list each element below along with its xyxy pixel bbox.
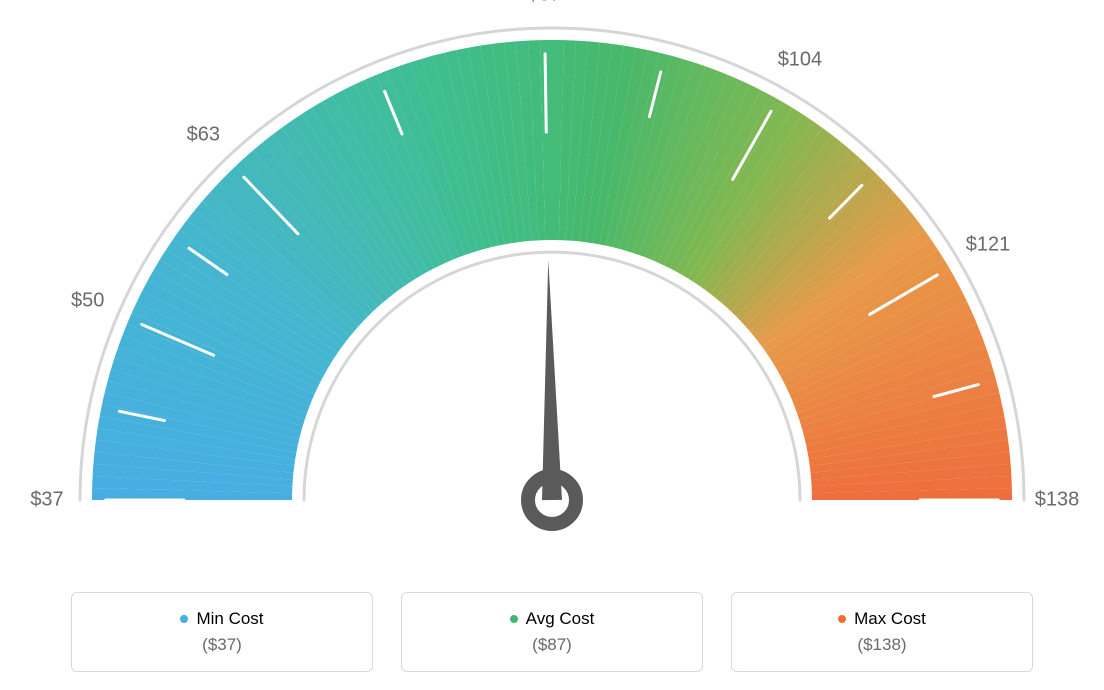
- gauge-tick-label: $121: [966, 234, 1011, 257]
- dot-icon: [838, 615, 846, 623]
- gauge-tick-label: $104: [778, 49, 823, 72]
- legend-row: Min Cost ($37) Avg Cost ($87) Max Cost (…: [0, 592, 1104, 672]
- gauge-tick-label: $138: [1035, 489, 1080, 512]
- legend-title-min: Min Cost: [180, 609, 263, 629]
- legend-card-min: Min Cost ($37): [71, 592, 373, 672]
- legend-title-max: Max Cost: [838, 609, 926, 629]
- legend-label: Avg Cost: [526, 609, 595, 629]
- gauge-tick-label: $87: [527, 0, 560, 7]
- legend-value-avg: ($87): [532, 635, 572, 655]
- gauge-tick-label: $37: [30, 489, 63, 512]
- legend-value-min: ($37): [202, 635, 242, 655]
- gauge-svg: [0, 0, 1104, 560]
- chart-container: $37 $50 $63 $87 $104 $121 $138 Min Cost ($37) …: [0, 0, 1104, 690]
- gauge-tick-label: $50: [71, 290, 104, 313]
- gauge: $37 $50 $63 $87 $104 $121 $138: [0, 0, 1104, 560]
- legend-label: Min Cost: [196, 609, 263, 629]
- legend-card-max: Max Cost ($138): [731, 592, 1033, 672]
- legend-value-max: ($138): [857, 635, 906, 655]
- legend-card-avg: Avg Cost ($87): [401, 592, 703, 672]
- dot-icon: [180, 615, 188, 623]
- legend-label: Max Cost: [854, 609, 926, 629]
- gauge-tick-label: $63: [187, 123, 220, 146]
- legend-title-avg: Avg Cost: [510, 609, 595, 629]
- dot-icon: [510, 615, 518, 623]
